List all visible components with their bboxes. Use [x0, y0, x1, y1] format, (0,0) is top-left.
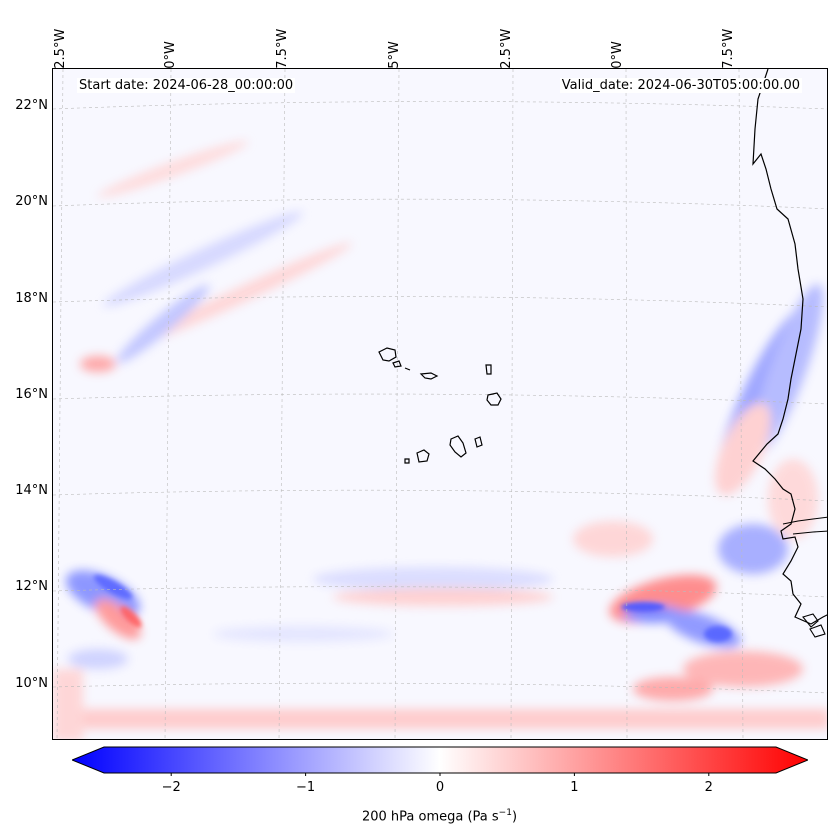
colorbar-tick-label: 2 — [704, 780, 713, 795]
lat-label-10n: 10°N — [15, 676, 48, 691]
lat-label-20n: 20°N — [15, 194, 48, 209]
colorbar-title-unit-exponent: −1 — [498, 808, 512, 818]
gambia-river-coast — [782, 516, 827, 535]
africa-coastline — [752, 69, 827, 625]
lat-label-16n: 16°N — [15, 387, 48, 402]
colorbar-title-end: ) — [511, 809, 518, 825]
colorbar-tick-label: 1 — [570, 780, 579, 795]
valid-date-label: Valid_date: 2024-06-30T05:00:00.00 — [559, 78, 802, 93]
lat-label-18n: 18°N — [15, 291, 48, 306]
cape-verde-islands — [378, 347, 502, 464]
bissagos-islands — [802, 613, 826, 638]
lat-label-14n: 14°N — [15, 483, 48, 498]
colorbar-title: 200 hPa omega (Pa s−1) — [0, 808, 837, 824]
colorbar-tick-label: 0 — [435, 780, 445, 795]
lat-label-12n: 12°N — [15, 579, 48, 594]
colorbar-tick-label: −1 — [296, 780, 316, 795]
lat-label-22n: 22°N — [15, 98, 48, 113]
colorbar-tickmarks — [170, 773, 710, 776]
gridlines — [53, 69, 827, 739]
colorbar-body — [72, 746, 808, 774]
colorbar-tick-label: −2 — [161, 780, 181, 795]
omega-shading — [53, 140, 827, 739]
map-panel — [52, 68, 828, 740]
start-date-label: Start date: 2024-06-28_00:00:00 — [77, 78, 296, 93]
omega-field-map — [53, 69, 827, 739]
colorbar — [72, 746, 808, 776]
colorbar-title-main: 200 hPa omega (Pa s — [361, 809, 499, 825]
